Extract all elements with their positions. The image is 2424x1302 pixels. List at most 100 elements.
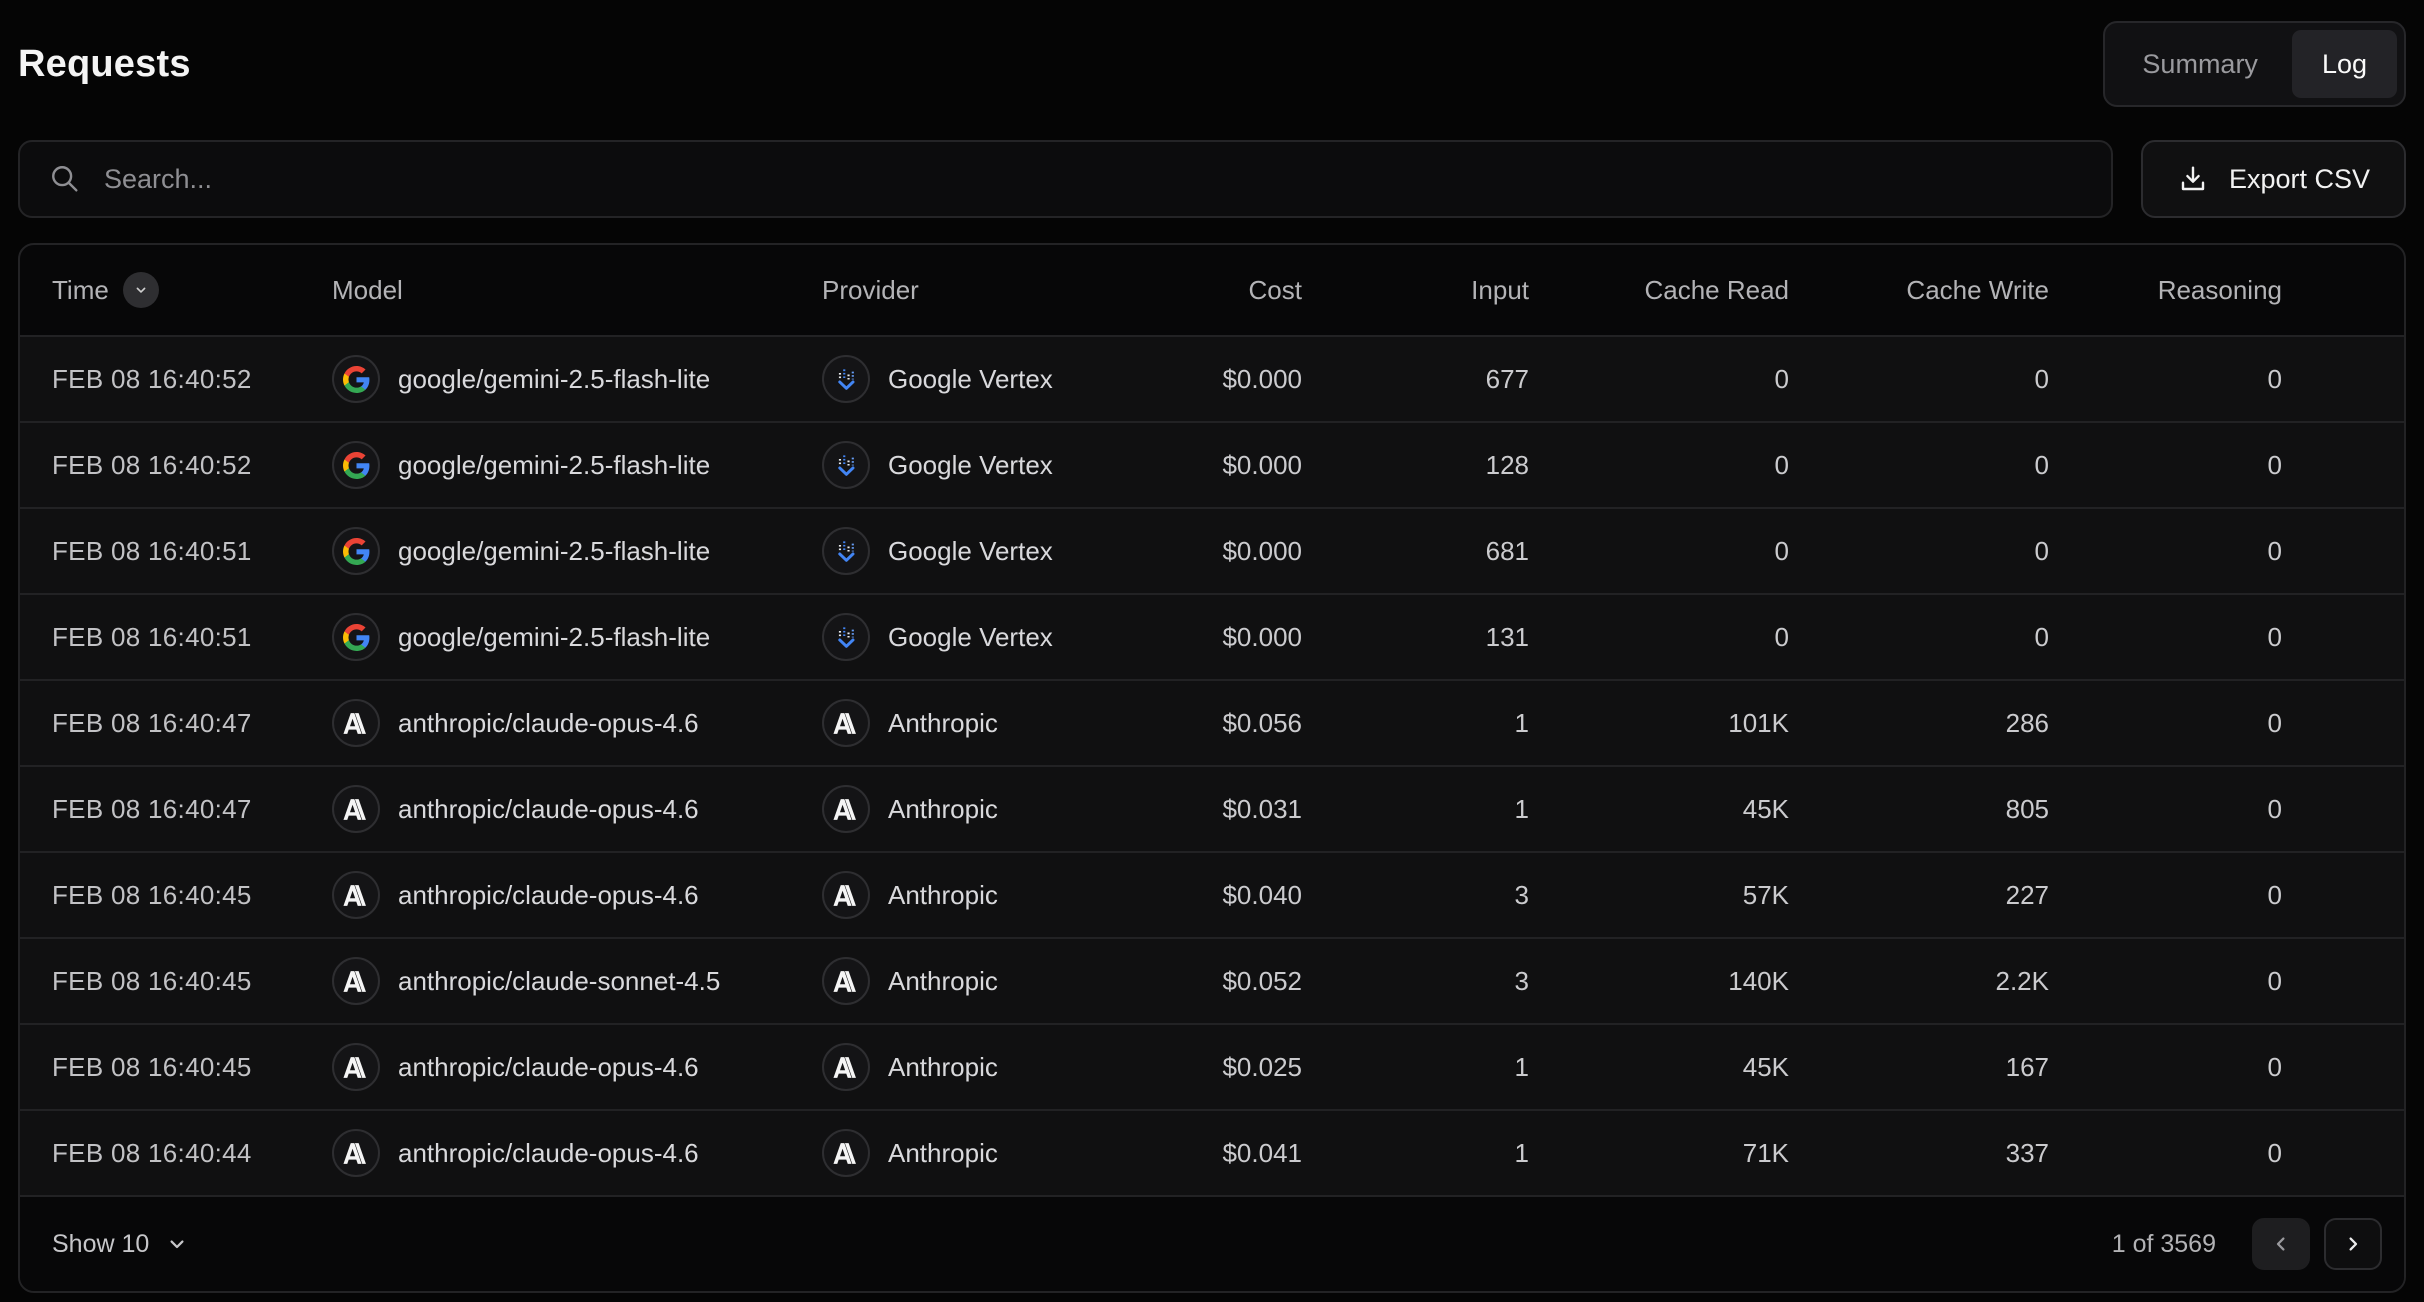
cell-cache-write: 0: [2034, 449, 2049, 480]
table-row[interactable]: FEB 08 16:40:51 google/gemini-2.5-flash-…: [20, 593, 2404, 679]
cell-model: anthropic/claude-opus-4.6: [332, 1043, 822, 1091]
model-name: google/gemini-2.5-flash-lite: [398, 363, 711, 394]
cell-model: google/gemini-2.5-flash-lite: [332, 441, 822, 489]
pagination: 1 of 3569: [2112, 1218, 2382, 1270]
google-vertex-icon: [822, 527, 870, 575]
model-name: anthropic/claude-opus-4.6: [398, 793, 699, 824]
search-input[interactable]: [104, 163, 2083, 195]
next-page-button[interactable]: [2324, 1218, 2382, 1270]
cell-cache-read: 45K: [1742, 1051, 1789, 1082]
cell-cost: $0.041: [1222, 1137, 1302, 1168]
cell-cache-write: 2.2K: [1995, 965, 2050, 996]
anthropic-icon: [822, 957, 870, 1005]
provider-name: Anthropic: [888, 793, 998, 824]
table-row[interactable]: FEB 08 16:40:45 anthropic/claude-opus-4.…: [20, 1023, 2404, 1109]
cell-cost: $0.000: [1222, 449, 1302, 480]
google-vertex-icon: [822, 355, 870, 403]
cell-model: google/gemini-2.5-flash-lite: [332, 613, 822, 661]
cell-cache-write: 0: [2034, 535, 2049, 566]
cell-provider: Google Vertex: [822, 527, 1136, 575]
anthropic-icon: [822, 871, 870, 919]
anthropic-icon: [332, 871, 380, 919]
provider-name: Google Vertex: [888, 363, 1053, 394]
cell-reasoning: 0: [2267, 535, 2282, 566]
cell-model: google/gemini-2.5-flash-lite: [332, 527, 822, 575]
anthropic-icon: [332, 1043, 380, 1091]
provider-name: Google Vertex: [888, 621, 1053, 652]
cell-provider: Anthropic: [822, 699, 1136, 747]
google-icon: [332, 441, 380, 489]
cell-reasoning: 0: [2267, 879, 2282, 910]
provider-name: Google Vertex: [888, 449, 1053, 480]
provider-name: Anthropic: [888, 1051, 998, 1082]
table-row[interactable]: FEB 08 16:40:45 anthropic/claude-sonnet-…: [20, 937, 2404, 1023]
cell-input: 3: [1514, 879, 1529, 910]
cell-time: FEB 08 16:40:52: [52, 449, 252, 480]
cell-reasoning: 0: [2267, 621, 2282, 652]
cell-provider: Google Vertex: [822, 613, 1136, 661]
top-bar: Requests Summary Log: [18, 0, 2406, 110]
search-row: Export CSV: [18, 140, 2406, 218]
column-header-time[interactable]: Time: [52, 272, 332, 308]
cell-cache-write: 227: [2005, 879, 2049, 910]
table-row[interactable]: FEB 08 16:40:45 anthropic/claude-opus-4.…: [20, 851, 2404, 937]
column-header-time-label: Time: [52, 274, 109, 305]
cell-model: anthropic/claude-opus-4.6: [332, 871, 822, 919]
cell-cache-write: 805: [2005, 793, 2049, 824]
cell-input: 1: [1514, 793, 1529, 824]
table-row[interactable]: FEB 08 16:40:52 google/gemini-2.5-flash-…: [20, 335, 2404, 421]
table-row[interactable]: FEB 08 16:40:47 anthropic/claude-opus-4.…: [20, 679, 2404, 765]
cell-cache-write: 0: [2034, 363, 2049, 394]
column-header-reasoning: Reasoning: [2157, 274, 2282, 305]
anthropic-icon: [822, 1129, 870, 1177]
cell-input: 681: [1485, 535, 1529, 566]
cell-time: FEB 08 16:40:44: [52, 1137, 252, 1168]
export-csv-button[interactable]: Export CSV: [2140, 140, 2406, 218]
chevron-right-icon: [2349, 1237, 2358, 1251]
cell-cache-read: 57K: [1742, 879, 1789, 910]
cell-cache-read: 0: [1774, 621, 1789, 652]
table-row[interactable]: FEB 08 16:40:51 google/gemini-2.5-flash-…: [20, 507, 2404, 593]
cell-cache-read: 45K: [1742, 793, 1789, 824]
requests-table: Time Model Provider Cost Input Cache Rea…: [18, 243, 2406, 1293]
cell-cost: $0.056: [1222, 707, 1302, 738]
cell-cache-read: 0: [1774, 535, 1789, 566]
previous-page-button[interactable]: [2252, 1218, 2310, 1270]
cell-cache-read: 0: [1774, 363, 1789, 394]
cell-cost: $0.040: [1222, 879, 1302, 910]
model-name: anthropic/claude-sonnet-4.5: [398, 965, 721, 996]
cell-time: FEB 08 16:40:45: [52, 1051, 252, 1082]
column-header-input: Input: [1471, 274, 1529, 305]
page-size-label: Show 10: [52, 1229, 150, 1258]
cell-time: FEB 08 16:40:47: [52, 707, 252, 738]
table-row[interactable]: FEB 08 16:40:47 anthropic/claude-opus-4.…: [20, 765, 2404, 851]
cell-model: anthropic/claude-opus-4.6: [332, 785, 822, 833]
cell-input: 1: [1514, 707, 1529, 738]
cell-time: FEB 08 16:40:47: [52, 793, 252, 824]
cell-cache-read: 140K: [1728, 965, 1789, 996]
cell-cache-read: 101K: [1728, 707, 1789, 738]
tab-log[interactable]: Log: [2291, 30, 2397, 98]
cell-input: 1: [1514, 1051, 1529, 1082]
cell-model: anthropic/claude-opus-4.6: [332, 699, 822, 747]
page-size-select[interactable]: Show 10: [52, 1230, 189, 1259]
cell-reasoning: 0: [2267, 1051, 2282, 1082]
cell-model: google/gemini-2.5-flash-lite: [332, 355, 822, 403]
cell-cost: $0.000: [1222, 621, 1302, 652]
column-header-model: Model: [332, 274, 403, 305]
cell-provider: Anthropic: [822, 957, 1136, 1005]
tab-summary[interactable]: Summary: [2112, 30, 2288, 98]
anthropic-icon: [822, 1043, 870, 1091]
search-input-container[interactable]: [18, 140, 2113, 218]
cell-provider: Google Vertex: [822, 355, 1136, 403]
cell-model: anthropic/claude-sonnet-4.5: [332, 957, 822, 1005]
cell-cache-read: 71K: [1742, 1137, 1789, 1168]
cell-input: 677: [1485, 363, 1529, 394]
table-row[interactable]: FEB 08 16:40:44 anthropic/claude-opus-4.…: [20, 1109, 2404, 1195]
model-name: google/gemini-2.5-flash-lite: [398, 621, 711, 652]
column-header-cache-read: Cache Read: [1644, 274, 1789, 305]
chevron-down-icon: [170, 1240, 184, 1249]
cell-reasoning: 0: [2267, 707, 2282, 738]
table-row[interactable]: FEB 08 16:40:52 google/gemini-2.5-flash-…: [20, 421, 2404, 507]
